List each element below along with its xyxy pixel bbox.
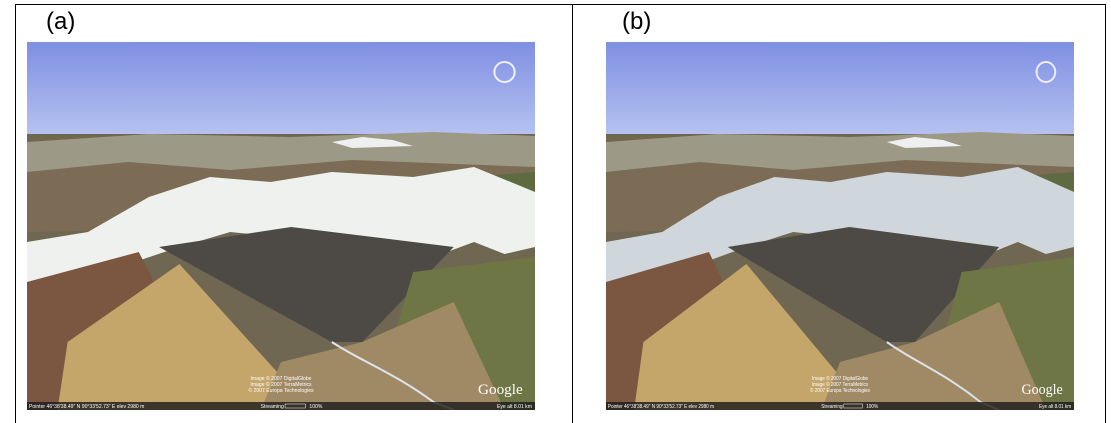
credit: Image © 2007 TerraMetrics [812,381,869,388]
status-streaming: Streaming [821,404,843,410]
divider [572,4,573,423]
credit: © 2007 Europa Technologies [810,387,870,394]
border-top [15,4,1106,5]
sky [27,42,535,142]
credit: Image © 2007 TerraMetrics [250,381,312,388]
status-pointer: Pointer 46°38'38.49" N 90°33'52.73" E el… [29,404,144,410]
panel-label: (a) [46,8,75,36]
logo: Google [478,382,523,398]
logo: Google [1021,382,1062,399]
panel-label: (b) [622,8,651,36]
status-progress: 100% [866,404,879,410]
status-streaming: Streaming [261,404,284,410]
sky [606,42,1074,142]
credit: Image © 2007 DigitalGlobe [812,375,868,382]
credit: Image © 2007 DigitalGlobe [251,375,312,382]
status-progress: 100% [309,404,323,410]
figure: (a) (b) Image © 2007 DigitalGlobeImage ©… [0,0,1111,423]
status-eye-alt: Eye alt 8.01 km [497,404,532,410]
status-eye-alt: Eye alt 8.01 km [1039,404,1071,410]
credit: © 2007 Europa Technologies [248,387,314,394]
status-pointer: Pointer 46°38'38.49" N 90°33'52.73" E el… [608,404,714,410]
border-right [1105,4,1106,423]
border-left [15,4,16,423]
